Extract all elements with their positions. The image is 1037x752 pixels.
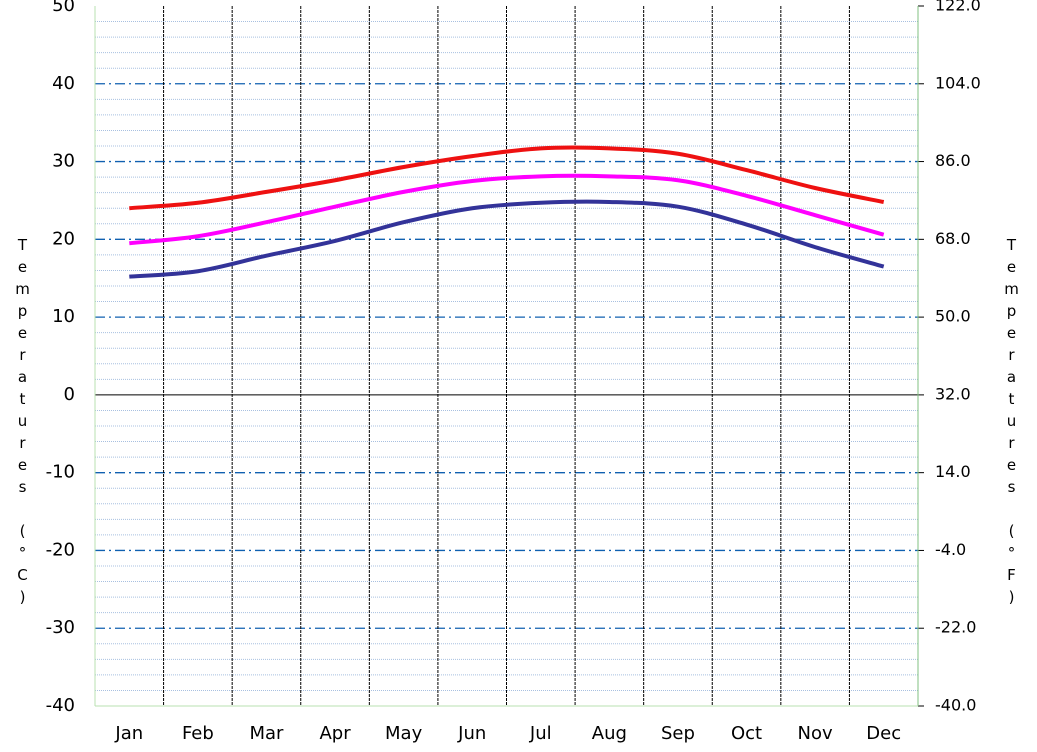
y-tick-label: 0 bbox=[64, 384, 75, 405]
series-line bbox=[129, 145, 885, 211]
y2-axis-label: Temperatures (°F) bbox=[1003, 236, 1021, 610]
series-line bbox=[129, 173, 885, 246]
y-tick-label: 40 bbox=[52, 73, 75, 94]
x-tick-label: Mar bbox=[249, 723, 284, 744]
y-tick-label: -30 bbox=[46, 617, 75, 638]
y-tick-label: -20 bbox=[46, 539, 75, 560]
y2-tick-label: 86.0 bbox=[935, 151, 971, 170]
x-tick-label: Apr bbox=[319, 723, 351, 744]
x-tick-label: Aug bbox=[592, 723, 627, 744]
y-tick-label: 50 bbox=[52, 0, 75, 16]
y2-tick-label: -4.0 bbox=[935, 540, 966, 559]
x-tick-label: Jan bbox=[114, 723, 143, 744]
y2-tick-label: -22.0 bbox=[935, 618, 976, 637]
x-tick-label: Jul bbox=[529, 723, 552, 744]
y-tick-label: 30 bbox=[52, 151, 75, 172]
y2-tick-label: 32.0 bbox=[935, 384, 971, 403]
y-tick-label: -10 bbox=[46, 462, 75, 483]
x-tick-label: Dec bbox=[866, 723, 901, 744]
x-tick-label: Nov bbox=[798, 723, 833, 744]
x-tick-label: Jun bbox=[457, 723, 486, 744]
x-tick-label: Oct bbox=[731, 723, 762, 744]
y-tick-label: 20 bbox=[52, 228, 75, 249]
y-axis-label: Temperatures (°C) bbox=[14, 236, 32, 610]
y-tick-label: 10 bbox=[52, 306, 75, 327]
x-tick-label: Sep bbox=[661, 723, 695, 744]
x-tick-label: May bbox=[385, 723, 423, 744]
y2-tick-label: 104.0 bbox=[935, 73, 981, 92]
y2-tick-label: -40.0 bbox=[935, 696, 976, 715]
y2-tick-label: 122.0 bbox=[935, 0, 981, 15]
x-tick-label: Feb bbox=[182, 723, 214, 744]
series-line bbox=[129, 199, 885, 279]
y-tick-label: -40 bbox=[46, 695, 75, 716]
y2-tick-label: 14.0 bbox=[935, 462, 971, 481]
y2-tick-label: 68.0 bbox=[935, 229, 971, 248]
y2-tick-label: 50.0 bbox=[935, 307, 971, 326]
